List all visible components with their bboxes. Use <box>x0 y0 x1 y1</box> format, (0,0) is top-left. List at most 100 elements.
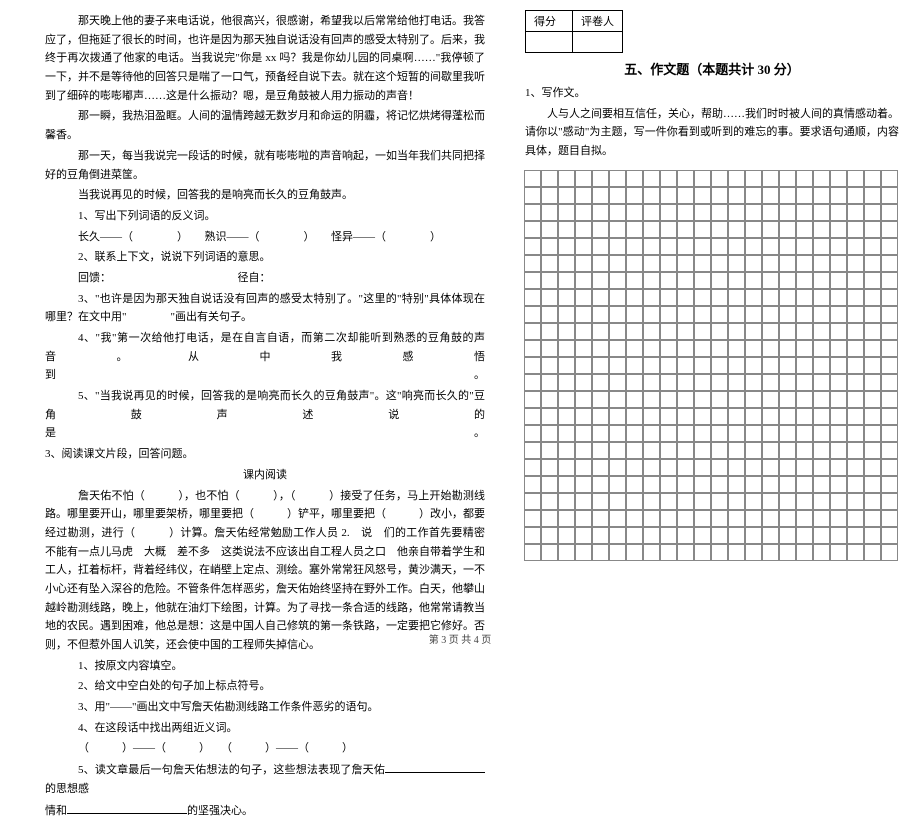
grid-cell <box>558 391 575 408</box>
grid-cell <box>711 340 728 357</box>
grid-cell <box>813 357 830 374</box>
grid-cell <box>609 170 626 187</box>
grid-cell <box>626 459 643 476</box>
grid-cell <box>677 408 694 425</box>
grid-cell <box>643 170 660 187</box>
grid-cell <box>575 425 592 442</box>
grid-cell <box>626 306 643 323</box>
essay-prompt: 人与人之间要相互信任，关心，帮助……我们时时被人间的真情感动着。请你以"感动"为… <box>525 105 899 161</box>
grid-cell <box>694 357 711 374</box>
grid-cell <box>728 323 745 340</box>
grid-cell <box>847 323 864 340</box>
grid-cell <box>626 425 643 442</box>
grid-cell <box>711 323 728 340</box>
grid-cell <box>660 340 677 357</box>
grader-label: 评卷人 <box>573 11 623 32</box>
grid-cell <box>660 187 677 204</box>
grid-cell <box>813 476 830 493</box>
grid-cell <box>541 170 558 187</box>
grid-cell <box>524 442 541 459</box>
grid-cell <box>847 476 864 493</box>
grid-cell <box>745 510 762 527</box>
grid-cell <box>796 221 813 238</box>
grid-cell <box>592 170 609 187</box>
grid-cell <box>609 323 626 340</box>
grid-cell <box>881 221 898 238</box>
grid-cell <box>541 306 558 323</box>
question-2-blanks: 回馈： 径自： <box>45 269 485 288</box>
grid-cell <box>575 442 592 459</box>
grid-cell <box>745 527 762 544</box>
grid-cell <box>592 204 609 221</box>
grid-cell <box>779 357 796 374</box>
grid-cell <box>660 391 677 408</box>
grid-cell <box>864 306 881 323</box>
grid-cell <box>830 238 847 255</box>
grid-cell <box>881 527 898 544</box>
grid-cell <box>813 289 830 306</box>
grid-cell <box>796 340 813 357</box>
grid-cell <box>728 221 745 238</box>
grid-cell <box>643 510 660 527</box>
grid-cell <box>524 272 541 289</box>
grid-cell <box>796 374 813 391</box>
grid-cell <box>830 544 847 561</box>
grid-cell <box>541 255 558 272</box>
grid-cell <box>728 391 745 408</box>
grid-cell <box>558 340 575 357</box>
question-4: 4、"我"第一次给他打电话，是在自言自语，而第二次却能听到熟悉的豆角鼓的声音。从… <box>45 329 485 385</box>
reading-q5-text4: 的坚强决心。 <box>187 805 253 817</box>
grid-cell <box>881 323 898 340</box>
grid-cell <box>762 272 779 289</box>
grid-cell <box>677 289 694 306</box>
grid-cell <box>558 510 575 527</box>
grid-cell <box>864 255 881 272</box>
grid-cell <box>881 238 898 255</box>
grid-cell <box>694 425 711 442</box>
grid-cell <box>881 544 898 561</box>
grid-cell <box>592 187 609 204</box>
grid-cell <box>881 425 898 442</box>
grid-cell <box>694 391 711 408</box>
grid-cell <box>626 238 643 255</box>
grid-cell <box>779 374 796 391</box>
grid-cell <box>524 357 541 374</box>
reading-q3: 3、用"——"画出文中写詹天佑勘测线路工作条件恶劣的语句。 <box>45 698 485 717</box>
grid-cell <box>694 527 711 544</box>
grid-cell <box>779 255 796 272</box>
grid-cell <box>524 408 541 425</box>
grid-cell <box>694 170 711 187</box>
grid-cell <box>728 357 745 374</box>
grid-cell <box>592 425 609 442</box>
grid-cell <box>728 204 745 221</box>
grid-cell <box>643 391 660 408</box>
grid-cell <box>643 459 660 476</box>
grid-cell <box>728 544 745 561</box>
grid-cell <box>524 544 541 561</box>
grid-cell <box>677 425 694 442</box>
grid-cell <box>609 357 626 374</box>
grid-cell <box>762 527 779 544</box>
grid-cell <box>728 374 745 391</box>
grid-cell <box>660 306 677 323</box>
grid-cell <box>830 425 847 442</box>
grid-cell <box>813 527 830 544</box>
grid-cell <box>575 510 592 527</box>
grid-cell <box>541 340 558 357</box>
grid-cell <box>524 391 541 408</box>
grid-cell <box>524 476 541 493</box>
grid-cell <box>643 493 660 510</box>
grid-cell <box>762 493 779 510</box>
grid-cell <box>558 306 575 323</box>
grid-cell <box>677 357 694 374</box>
grid-cell <box>864 493 881 510</box>
grid-cell <box>643 323 660 340</box>
grid-cell <box>592 306 609 323</box>
grid-cell <box>779 306 796 323</box>
grid-cell <box>864 289 881 306</box>
grid-cell <box>847 374 864 391</box>
grid-cell <box>694 510 711 527</box>
grid-cell <box>830 272 847 289</box>
grid-cell <box>813 272 830 289</box>
grid-cell <box>660 323 677 340</box>
